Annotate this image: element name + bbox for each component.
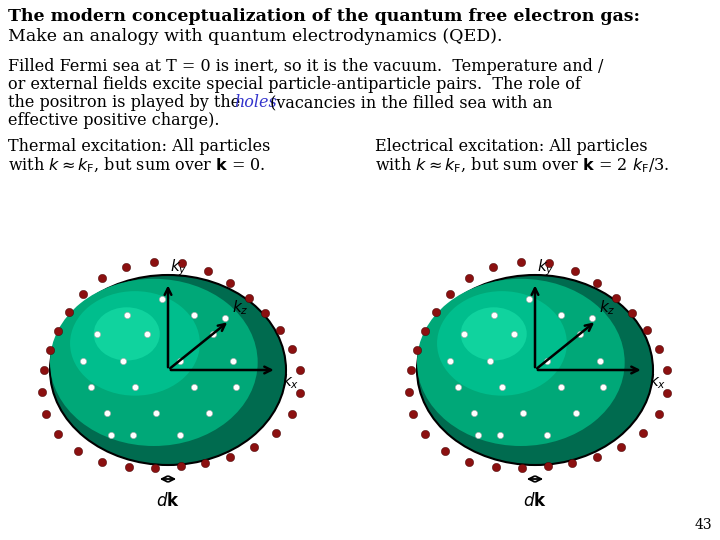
Ellipse shape bbox=[417, 275, 653, 465]
Text: Electrical excitation: All particles: Electrical excitation: All particles bbox=[375, 138, 647, 155]
Text: $k_x$: $k_x$ bbox=[282, 372, 300, 391]
Text: with $k \approx k_\mathrm{F}$, but sum over $\mathbf{k}$ = 0.: with $k \approx k_\mathrm{F}$, but sum o… bbox=[8, 156, 266, 176]
Text: The modern conceptualization of the quantum free electron gas:: The modern conceptualization of the quan… bbox=[8, 8, 640, 25]
Text: holes: holes bbox=[234, 94, 276, 111]
Text: $d\mathbf{k}$: $d\mathbf{k}$ bbox=[156, 492, 180, 510]
Text: effective positive charge).: effective positive charge). bbox=[8, 112, 220, 129]
Text: with $k \approx k_\mathrm{F}$, but sum over $\mathbf{k}$ = 2 $k_\mathrm{F}$/3.: with $k \approx k_\mathrm{F}$, but sum o… bbox=[375, 156, 670, 176]
Ellipse shape bbox=[461, 307, 527, 361]
Text: $k_y$: $k_y$ bbox=[170, 257, 187, 278]
Text: (vacancies in the filled sea with an: (vacancies in the filled sea with an bbox=[265, 94, 552, 111]
Ellipse shape bbox=[50, 275, 286, 465]
Ellipse shape bbox=[417, 279, 625, 446]
Text: 43: 43 bbox=[694, 518, 712, 532]
Text: $d\mathbf{k}$: $d\mathbf{k}$ bbox=[523, 492, 547, 510]
Text: Thermal excitation: All particles: Thermal excitation: All particles bbox=[8, 138, 271, 155]
Text: or external fields excite special particle-antiparticle pairs.  The role of: or external fields excite special partic… bbox=[8, 76, 581, 93]
Ellipse shape bbox=[437, 291, 567, 396]
Text: $k_z$: $k_z$ bbox=[599, 298, 616, 317]
Ellipse shape bbox=[94, 307, 160, 361]
Text: $k_y$: $k_y$ bbox=[537, 257, 554, 278]
Ellipse shape bbox=[50, 279, 258, 446]
Text: Filled Fermi sea at T = 0 is inert, so it is the vacuum.  Temperature and /: Filled Fermi sea at T = 0 is inert, so i… bbox=[8, 58, 603, 75]
Text: the positron is played by the: the positron is played by the bbox=[8, 94, 246, 111]
Text: $k_x$: $k_x$ bbox=[649, 372, 667, 391]
Text: Make an analogy with quantum electrodynamics (QED).: Make an analogy with quantum electrodyna… bbox=[8, 28, 503, 45]
Ellipse shape bbox=[70, 291, 200, 396]
Text: $k_z$: $k_z$ bbox=[232, 298, 248, 317]
